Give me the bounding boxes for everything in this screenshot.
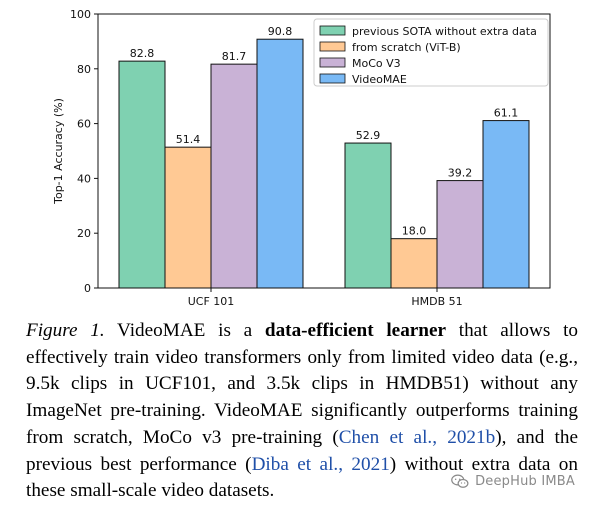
bar bbox=[436, 180, 484, 289]
legend-entry: previous SOTA without extra data bbox=[352, 25, 537, 38]
y-tick-label: 20 bbox=[77, 227, 91, 240]
bar bbox=[390, 238, 438, 289]
y-tick-label: 40 bbox=[77, 172, 91, 185]
bar bbox=[118, 60, 166, 289]
legend-entry: VideoMAE bbox=[352, 73, 407, 86]
y-axis: 0 20 40 60 80 100 bbox=[70, 8, 98, 295]
bars-group bbox=[118, 38, 530, 289]
y-axis-label: Top-1 Accuracy (%) bbox=[52, 98, 65, 205]
watermark-text: DeepHub IMBA bbox=[475, 474, 575, 489]
bar bbox=[256, 38, 304, 289]
caption-text-part-1: VideoMAE is a bbox=[104, 320, 265, 341]
bar-data-label: 82.8 bbox=[130, 47, 155, 60]
x-tick-label: UCF 101 bbox=[188, 295, 235, 308]
figure-caption: Figure 1. VideoMAE is a data-efficient l… bbox=[26, 318, 578, 505]
bar bbox=[482, 120, 530, 289]
bar-data-label: 81.7 bbox=[222, 50, 247, 63]
legend-swatch bbox=[319, 57, 346, 68]
legend-entry: from scratch (ViT-B) bbox=[352, 41, 461, 54]
bar bbox=[344, 142, 392, 289]
x-tick-label: HMDB 51 bbox=[411, 295, 462, 308]
legend-swatch bbox=[319, 73, 346, 84]
y-tick-label: 0 bbox=[84, 282, 91, 295]
y-tick-label: 80 bbox=[77, 63, 91, 76]
plot-area bbox=[97, 13, 551, 289]
plot-frame bbox=[97, 13, 551, 289]
caption-bold-phrase: data-efficient learner bbox=[264, 320, 447, 341]
legend-swatch bbox=[319, 41, 346, 52]
caption-text-part-3: ), and the previous best performance ( bbox=[26, 426, 578, 475]
legend-swatch bbox=[319, 25, 346, 36]
citation-link-diba[interactable]: Diba et al., 2021 bbox=[251, 453, 390, 475]
legend-entry: MoCo V3 bbox=[352, 57, 401, 70]
bar-data-label: 51.4 bbox=[176, 133, 201, 146]
wechat-icon bbox=[451, 474, 469, 489]
bar-data-label: 52.9 bbox=[356, 129, 381, 142]
bar-chart: 0 20 40 60 80 100 UCF 101 HMDB 51 82.8 51.4 81.7… bbox=[52, 8, 551, 308]
caption-text-part-2: that allows to effectively train video t… bbox=[26, 320, 579, 448]
bar-data-label: 61.1 bbox=[494, 107, 519, 120]
bar-data-label: 90.8 bbox=[268, 25, 293, 38]
x-axis: UCF 101 HMDB 51 bbox=[188, 288, 463, 308]
bar bbox=[164, 146, 212, 289]
watermark: DeepHub IMBA bbox=[447, 473, 575, 490]
bar bbox=[210, 63, 258, 289]
caption-text-part-4: ) without extra data on these small-scal… bbox=[26, 453, 578, 502]
bar-data-label: 39.2 bbox=[448, 167, 473, 180]
y-tick-label: 100 bbox=[70, 8, 91, 21]
caption-figure-label: Figure 1. bbox=[26, 320, 105, 341]
legend-frame bbox=[313, 18, 549, 87]
bar-data-label: 18.0 bbox=[402, 225, 427, 238]
citation-link-chen[interactable]: Chen et al., 2021b bbox=[338, 426, 496, 448]
legend: previous SOTA without extra data from scr… bbox=[313, 18, 549, 87]
y-tick-label: 60 bbox=[77, 118, 91, 131]
bar-data-labels: 82.8 51.4 81.7 90.8 52.9 18.0 39.2 61.1 bbox=[130, 25, 519, 237]
